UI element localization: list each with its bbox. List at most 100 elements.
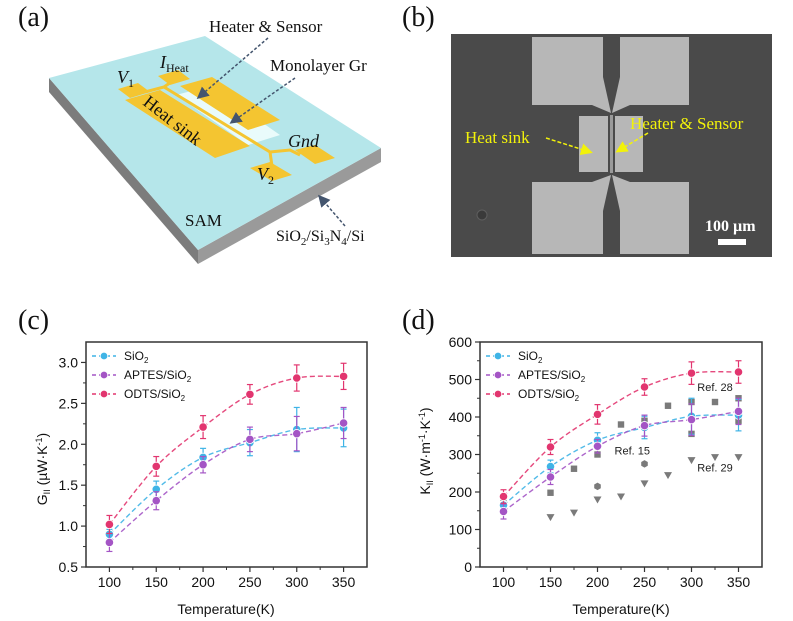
ref-28-point	[617, 421, 625, 428]
data-point	[498, 506, 509, 517]
gnd-branch	[269, 148, 301, 157]
scale-bar-label: 100 µm	[705, 218, 756, 235]
data-point	[686, 415, 697, 425]
surface-defect	[476, 209, 488, 221]
v1-label: V1	[117, 67, 134, 90]
substrate-label: SiO2/Si3N4/Si	[276, 228, 365, 248]
substrate-left-side	[49, 78, 198, 264]
data-point	[338, 371, 349, 381]
ref-29-point	[711, 454, 719, 462]
x-axis-label: Temperature(K)	[177, 601, 274, 617]
legend-marker	[493, 370, 503, 380]
legend-marker	[493, 351, 503, 361]
ref-28-point	[547, 489, 554, 496]
scale-bar	[718, 239, 746, 245]
data-point	[498, 491, 509, 502]
x-tick-label: 350	[727, 574, 751, 590]
ref-28-point	[594, 451, 601, 458]
ref-15-point	[641, 460, 648, 468]
top-right-pad	[612, 37, 689, 113]
data-point	[592, 409, 603, 419]
legend-label: ODTS/SiO2	[518, 387, 580, 403]
ref-28-point	[664, 402, 672, 409]
x-tick-label: 250	[238, 574, 262, 590]
legend-marker	[99, 389, 109, 399]
y-tick-label: 600	[449, 334, 473, 350]
x-tick-label: 100	[492, 574, 516, 590]
device-schematic: Heat sink V1 IHeat Gnd V2 SAM Heater & S…	[49, 17, 381, 264]
reference-annotation: Ref. 28	[697, 382, 732, 394]
y-axis-label: KII (W·m-1·K-1)	[417, 407, 435, 494]
y-tick-label: 3.0	[59, 354, 79, 370]
panel-label-c: (c)	[18, 305, 50, 336]
data-point	[686, 368, 697, 378]
reference-annotation: Ref. 15	[615, 446, 650, 458]
monolayer-label: Monolayer Gr	[270, 56, 367, 75]
legend-marker	[99, 370, 109, 380]
heat-sink-pad	[579, 116, 608, 172]
data-point	[198, 460, 208, 470]
data-point	[338, 418, 349, 428]
x-tick-label: 100	[98, 574, 122, 590]
ref-29-point	[617, 493, 625, 501]
ref-28-point	[711, 398, 719, 406]
v2-label: V2	[257, 164, 274, 187]
data-point	[245, 389, 255, 399]
data-point	[245, 434, 255, 444]
heater-sensor-annotation: Heater & Sensor	[630, 114, 744, 133]
ref-29-point	[593, 496, 602, 504]
ref-29-point	[734, 454, 743, 462]
y-tick-label: 100	[449, 522, 473, 538]
chart-thermal-conductivity: 100 150 200 250 300 350 0 100 200 300 400 500 600 Re…	[417, 334, 763, 617]
sam-label: SAM	[185, 211, 222, 230]
heat-sink-arrow	[545, 137, 593, 155]
heater-strip	[610, 115, 613, 173]
y-tick-label: 1.0	[59, 518, 79, 534]
x-tick-label: 150	[145, 574, 169, 590]
legend-label: APTES/SiO2	[124, 368, 192, 384]
y-tick-label: 2.5	[59, 395, 79, 411]
data-point	[292, 373, 302, 383]
x-tick-label: 200	[586, 574, 610, 590]
series-line-odts-sio2	[108, 375, 344, 525]
optical-micrograph: Heat sink Heater & Sensor 100 µm	[451, 34, 772, 257]
heater-line	[163, 85, 271, 154]
heat-sink-annotation: Heat sink	[465, 128, 530, 147]
y-tick-label: 500	[449, 372, 473, 388]
legend-marker	[493, 389, 503, 399]
ref-29-point	[570, 509, 578, 517]
series-line-sio2	[108, 427, 344, 535]
y-tick-label: 0	[464, 559, 472, 575]
series-line-aptes-sio2	[108, 422, 344, 543]
legend-label: SiO2	[518, 349, 543, 365]
legend-label: APTES/SiO2	[518, 368, 586, 384]
heat-sink-pad	[125, 90, 250, 158]
v2-pad	[250, 162, 292, 181]
ref-29-point	[687, 457, 696, 465]
gnd-label: Gnd	[288, 131, 320, 151]
y-tick-label: 1.5	[59, 477, 79, 493]
reference-annotation: Ref. 29	[697, 462, 732, 474]
x-tick-label: 350	[332, 574, 356, 590]
y-tick-label: 200	[449, 484, 473, 500]
monolayer-arrow	[229, 77, 296, 124]
y-tick-label: 300	[449, 447, 473, 463]
data-point	[592, 441, 603, 451]
ref-28-point	[570, 465, 578, 472]
panel-label-a: (a)	[18, 2, 50, 33]
data-point	[639, 421, 650, 431]
x-tick-label: 200	[191, 574, 215, 590]
ref-15-point	[594, 482, 601, 491]
bottom-right-pad	[612, 175, 689, 254]
y-tick-label: 2.0	[59, 436, 79, 452]
heater-sensor-label: Heater & Sensor	[209, 17, 323, 36]
x-tick-label: 250	[633, 574, 657, 590]
ref-29-point	[640, 480, 649, 488]
x-axis-label: Temperature(K)	[572, 601, 669, 617]
data-point	[733, 406, 744, 416]
iheat-pad	[158, 70, 190, 85]
ref-29-point	[546, 514, 555, 522]
legend-marker	[99, 351, 109, 361]
x-tick-label: 150	[539, 574, 563, 590]
data-point	[104, 537, 115, 548]
